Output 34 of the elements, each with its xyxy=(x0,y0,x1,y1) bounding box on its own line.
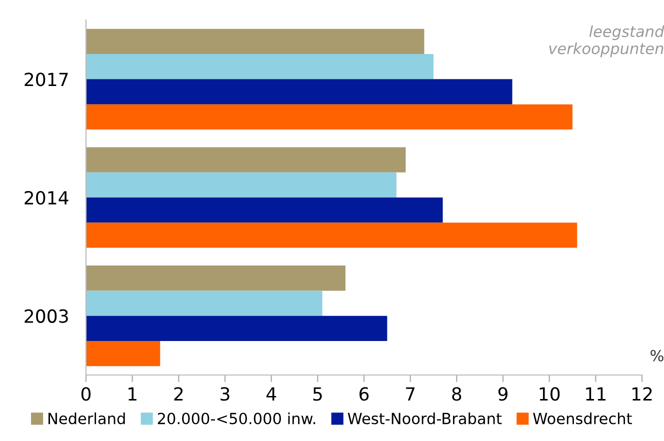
x-tick-label: 1 xyxy=(128,387,136,401)
x-tick-label: 9 xyxy=(498,387,508,401)
x-tick-label: 7 xyxy=(406,387,415,401)
legend-label: Nederland xyxy=(48,412,125,424)
legend-label: 20.000-<50.000 inw. xyxy=(158,412,316,424)
x-tick-label: 12 xyxy=(632,387,652,401)
x-tick-label: 3 xyxy=(220,387,230,401)
bar xyxy=(86,266,346,291)
x-tick-label: 0 xyxy=(81,387,91,401)
bar xyxy=(86,79,512,104)
bar xyxy=(86,28,424,54)
bar xyxy=(86,198,443,223)
bar xyxy=(86,290,322,316)
y-tick-label: 2003 xyxy=(24,309,68,323)
bar xyxy=(86,222,578,248)
x-tick-label: 8 xyxy=(452,387,462,401)
legend-label: West-Noord-Brabant xyxy=(348,412,502,424)
y-tick-label: 2017 xyxy=(24,72,68,86)
bar xyxy=(86,316,388,341)
bar xyxy=(86,54,434,80)
x-tick-label: 5 xyxy=(313,387,322,401)
bar xyxy=(86,147,406,172)
x-tick-label: 6 xyxy=(360,387,369,401)
text: % xyxy=(650,350,664,362)
x-tick-label: 11 xyxy=(586,387,606,401)
legend-label: Woensdrecht xyxy=(533,412,632,424)
bar xyxy=(86,340,160,366)
bar xyxy=(86,172,396,198)
annotation: leegstand verkooppunten xyxy=(549,25,664,58)
bar xyxy=(86,104,572,130)
x-tick-label: 2 xyxy=(174,387,183,401)
y-tick-label: 2014 xyxy=(24,190,68,205)
x-tick-label: 4 xyxy=(266,387,276,401)
x-tick-label: 10 xyxy=(540,387,560,401)
